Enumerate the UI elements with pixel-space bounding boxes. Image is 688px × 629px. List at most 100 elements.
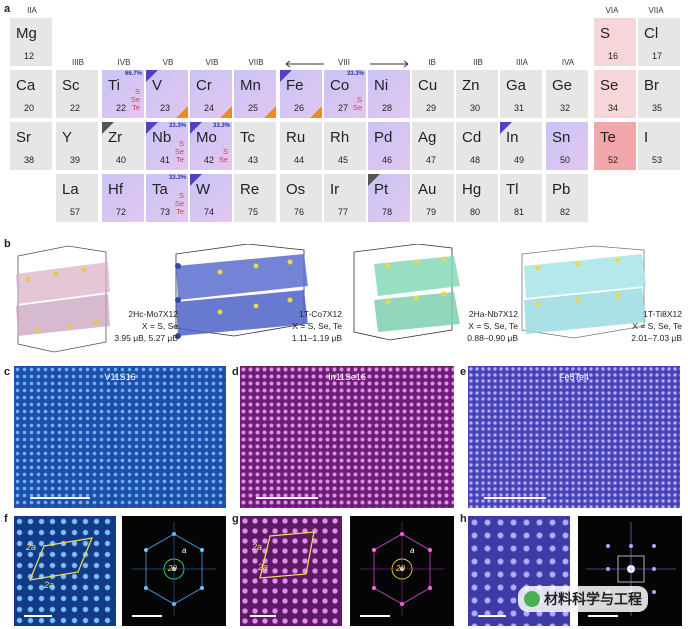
corner-marker	[102, 122, 114, 134]
structure-nb7x12-model	[353, 244, 460, 341]
chalcogen-label: S	[222, 147, 228, 156]
element-symbol: Cd	[462, 129, 482, 146]
group-label: VB	[162, 58, 174, 67]
atomic-number: 12	[23, 51, 34, 61]
group-label: IIB	[473, 58, 483, 67]
atomic-number: 30	[469, 103, 480, 113]
atomic-number: 39	[69, 155, 80, 165]
atomic-number: 34	[607, 103, 618, 113]
panel-label-h: h	[460, 513, 467, 525]
element-symbol: Te	[600, 129, 616, 146]
element-cell-co: Co 27 33.3% S Se	[324, 70, 366, 118]
unit-cell-overlay	[259, 531, 315, 579]
stem-image-label: V11S16	[104, 372, 136, 382]
panel-label-c: c	[4, 366, 11, 378]
chalcogen-label: Se	[130, 95, 140, 104]
group-label: IVA	[561, 58, 575, 67]
chalcogen-label: S	[178, 191, 184, 200]
percentage-label: 33.3%	[346, 71, 364, 77]
atomic-number: 75	[247, 207, 258, 217]
element-cell-pt: Pt 78	[368, 174, 410, 222]
element-cell-w: W 74	[190, 174, 232, 222]
scale-bar	[132, 615, 162, 617]
lattice-label: 2θ	[396, 564, 405, 573]
atomic-number: 23	[159, 103, 170, 113]
element-symbol: Hg	[462, 181, 482, 198]
element-cell-cl: Cl 17	[638, 18, 680, 66]
atomic-number: 38	[23, 155, 34, 165]
element-cell-ru: Ru 44	[280, 122, 322, 170]
atomic-number: 74	[203, 207, 214, 217]
scale-bar	[250, 615, 276, 617]
element-symbol: Tl	[506, 181, 519, 198]
atomic-number: 16	[607, 51, 618, 61]
atomic-number: 49	[513, 155, 524, 165]
element-symbol: I	[644, 129, 649, 146]
element-symbol: Pd	[374, 129, 393, 146]
atomic-number: 31	[513, 103, 524, 113]
element-symbol: Tc	[240, 129, 255, 146]
element-symbol: Sc	[62, 77, 80, 94]
group-label: IIIB	[71, 58, 84, 67]
corner-marker	[220, 106, 232, 118]
element-symbol: W	[196, 181, 211, 198]
element-symbol: La	[62, 181, 79, 198]
element-symbol: Se	[600, 77, 619, 94]
wechat-icon	[524, 591, 540, 607]
chalcogen-label: Te	[176, 207, 184, 216]
atomic-number: 29	[425, 103, 436, 113]
element-symbol: Mg	[16, 25, 37, 42]
atomic-number: 17	[651, 51, 662, 61]
scale-bar	[30, 497, 90, 499]
zoomed-stem-in11se16: 2a 2a	[240, 516, 342, 626]
atomic-number: 77	[337, 207, 348, 217]
chalcogen-label: Se	[174, 199, 184, 208]
element-symbol: V	[152, 77, 163, 94]
corner-marker	[190, 174, 202, 186]
element-cell-re: Re 75	[234, 174, 276, 222]
element-symbol: Ru	[286, 129, 306, 146]
group-label: VIA	[605, 6, 619, 15]
element-symbol: Ag	[418, 129, 437, 146]
corner-marker	[280, 70, 292, 82]
element-cell-se: Se 34	[594, 70, 636, 118]
lattice-label: 2a	[252, 542, 263, 552]
scale-bar	[24, 615, 52, 617]
group-label: VIII	[337, 58, 350, 67]
element-symbol: Cl	[644, 25, 659, 42]
atomic-number: 22	[69, 103, 80, 113]
atomic-number: 72	[115, 207, 126, 217]
percentage-label: 33.3%	[168, 175, 186, 181]
stem-image-label: In11Se16	[328, 372, 366, 382]
element-symbol: Cr	[196, 77, 212, 94]
element-symbol: Rh	[330, 129, 350, 146]
element-symbol: Mo	[196, 129, 217, 146]
chalcogen-label: Se	[174, 147, 184, 156]
element-cell-cd: Cd 48	[456, 122, 498, 170]
atomic-number: 50	[559, 155, 570, 165]
element-cell-sc: Sc 22	[56, 70, 98, 118]
structure-label-co7x12: 1T-Co7X12 X = S, Se, Te 1.11–1.19 μB	[291, 309, 342, 343]
atomic-number: 76	[293, 207, 304, 217]
atomic-number: 53	[651, 155, 662, 165]
element-symbol: S	[600, 25, 611, 42]
element-cell-pb: Pb 82	[546, 174, 588, 222]
atomic-number: 48	[469, 155, 480, 165]
element-symbol: Re	[240, 181, 260, 198]
element-cell-sr: Sr 38	[10, 122, 52, 170]
atomic-number: 43	[247, 155, 258, 165]
element-cell-rh: Rh 45	[324, 122, 366, 170]
structure-co7x12-model	[175, 244, 308, 339]
corner-marker	[310, 106, 322, 118]
panel-label-e: e	[460, 366, 467, 378]
scale-bar	[588, 615, 618, 617]
element-symbol: Ge	[552, 77, 573, 94]
structure-mo7x12-model	[16, 245, 110, 353]
element-cell-s: S 16	[594, 18, 636, 66]
panel-label-a: a	[4, 3, 11, 15]
element-cell-hf: Hf 72	[102, 174, 144, 222]
atomic-number: 44	[293, 155, 304, 165]
element-cell-i: I 53	[638, 122, 680, 170]
element-symbol: In	[506, 129, 519, 146]
element-cell-ga: Ga 31	[500, 70, 542, 118]
